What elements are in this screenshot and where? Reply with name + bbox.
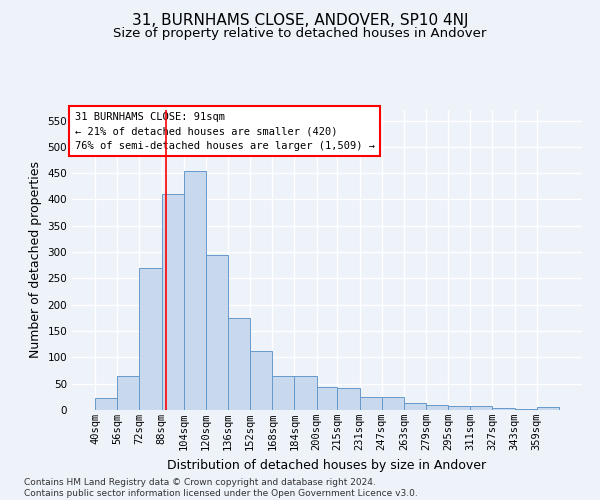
Bar (359, 397, 382, 410)
Bar (139, 268, 161, 410)
Bar (272, 376, 295, 410)
Bar (426, 404, 448, 410)
Bar (337, 388, 359, 410)
Bar (228, 318, 250, 410)
Text: Contains HM Land Registry data © Crown copyright and database right 2024.
Contai: Contains HM Land Registry data © Crown c… (24, 478, 418, 498)
Bar (404, 402, 426, 410)
X-axis label: Distribution of detached houses by size in Andover: Distribution of detached houses by size … (167, 458, 487, 471)
Bar (317, 388, 337, 410)
Bar (118, 376, 139, 410)
Text: Size of property relative to detached houses in Andover: Size of property relative to detached ho… (113, 28, 487, 40)
Bar (448, 406, 470, 410)
Bar (382, 397, 404, 410)
Text: 31 BURNHAMS CLOSE: 91sqm
← 21% of detached houses are smaller (420)
76% of semi-: 31 BURNHAMS CLOSE: 91sqm ← 21% of detach… (74, 112, 374, 151)
Bar (470, 406, 493, 410)
Y-axis label: Number of detached properties: Number of detached properties (29, 162, 42, 358)
Bar (295, 376, 317, 410)
Bar (95, 398, 118, 410)
Text: 31, BURNHAMS CLOSE, ANDOVER, SP10 4NJ: 31, BURNHAMS CLOSE, ANDOVER, SP10 4NJ (132, 12, 468, 28)
Bar (250, 350, 272, 410)
Bar (161, 194, 184, 410)
Bar (206, 254, 228, 410)
Bar (493, 408, 515, 410)
Bar (184, 170, 206, 410)
Bar (515, 409, 536, 410)
Bar (536, 408, 559, 410)
